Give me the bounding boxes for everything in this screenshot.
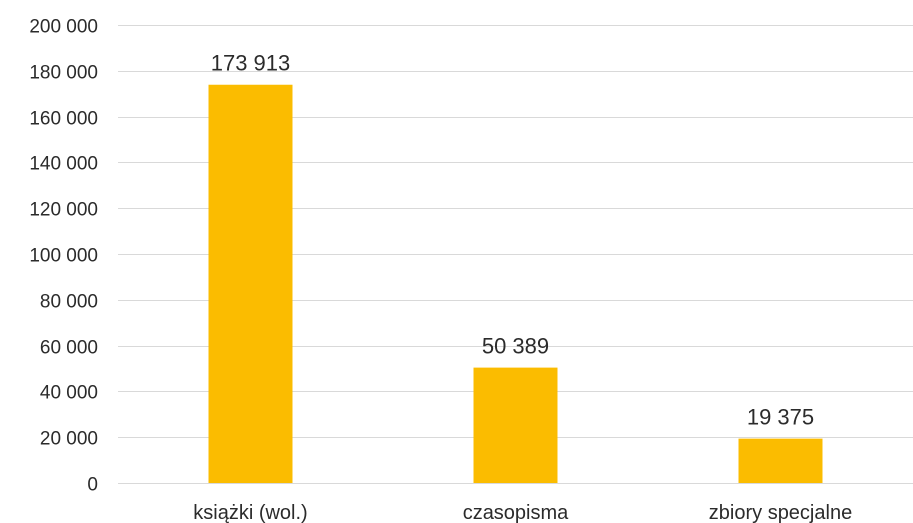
data-label-1: 50 389 [482,334,549,359]
y-tick-label: 200 000 [29,17,98,38]
y-tick-label: 0 [87,475,98,496]
data-label-2: 19 375 [747,405,814,430]
y-tick-label: 100 000 [29,246,98,267]
y-tick-label: 60 000 [40,338,98,359]
x-axis-category-labels: książki (wol.) czasopisma zbiory specjalne [193,502,852,523]
category-label-0: książki (wol.) [193,502,307,523]
y-tick-label: 40 000 [40,383,98,404]
bars [209,85,823,483]
category-label-2: zbiory specjalne [709,502,852,523]
bar-1 [474,368,558,483]
y-tick-label: 120 000 [29,200,98,221]
y-tick-label: 140 000 [29,154,98,175]
y-tick-label: 160 000 [29,109,98,130]
bar-2 [739,439,823,483]
y-tick-label: 80 000 [40,292,98,313]
category-label-1: czasopisma [463,502,569,523]
y-axis-tick-labels: 0 20 000 40 000 60 000 80 000 100 000 120 000 1… [29,17,98,496]
y-tick-label: 180 000 [29,63,98,84]
y-tick-label: 20 000 [40,429,98,450]
data-label-0: 173 913 [211,51,291,76]
bar-0 [209,85,293,483]
